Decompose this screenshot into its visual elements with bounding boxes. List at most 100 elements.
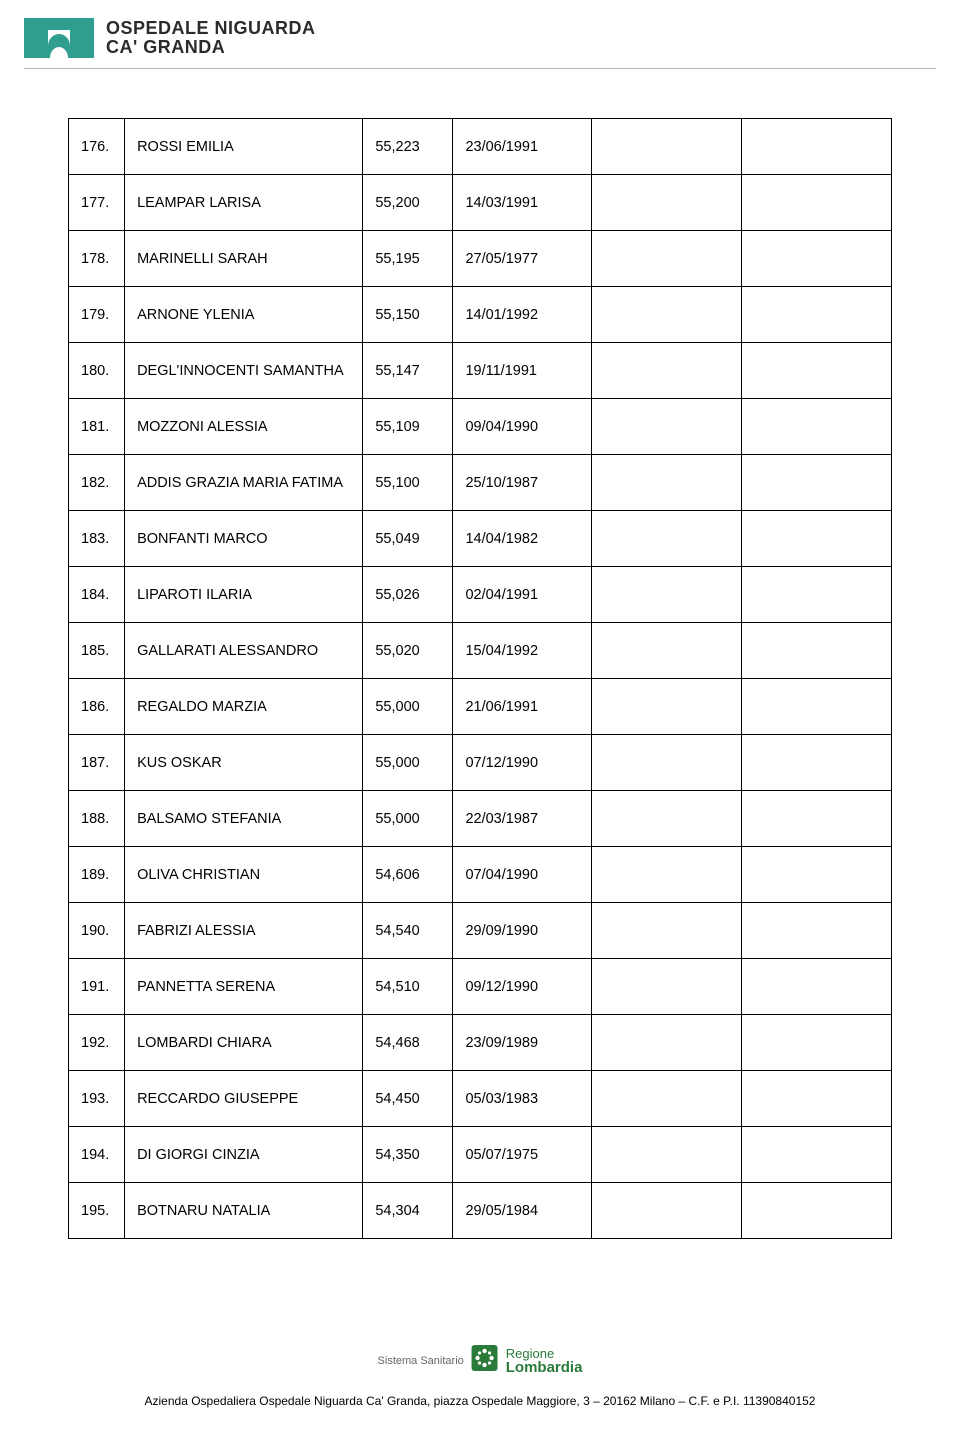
footer-region-block: Regione Lombardia xyxy=(506,1347,583,1375)
row-name: REGALDO MARZIA xyxy=(125,679,363,735)
row-score: 55,100 xyxy=(363,455,453,511)
table-row: 187.KUS OSKAR55,00007/12/1990 xyxy=(69,735,892,791)
row-index: 191. xyxy=(69,959,125,1015)
row-name: KUS OSKAR xyxy=(125,735,363,791)
row-empty xyxy=(591,679,741,735)
row-empty xyxy=(741,959,891,1015)
row-score: 54,450 xyxy=(363,1071,453,1127)
row-index: 184. xyxy=(69,567,125,623)
row-empty xyxy=(741,119,891,175)
row-empty xyxy=(741,343,891,399)
row-index: 194. xyxy=(69,1127,125,1183)
row-score: 55,200 xyxy=(363,175,453,231)
row-empty xyxy=(741,399,891,455)
row-index: 181. xyxy=(69,399,125,455)
row-index: 186. xyxy=(69,679,125,735)
row-index: 178. xyxy=(69,231,125,287)
row-empty xyxy=(591,455,741,511)
table-row: 177.LEAMPAR LARISA55,20014/03/1991 xyxy=(69,175,892,231)
row-empty xyxy=(591,791,741,847)
row-index: 192. xyxy=(69,1015,125,1071)
row-index: 176. xyxy=(69,119,125,175)
row-score: 54,606 xyxy=(363,847,453,903)
row-empty xyxy=(591,623,741,679)
table-row: 180.DEGL'INNOCENTI SAMANTHA55,14719/11/1… xyxy=(69,343,892,399)
row-name: BALSAMO STEFANIA xyxy=(125,791,363,847)
row-empty xyxy=(741,511,891,567)
logo-line-1: OSPEDALE NIGUARDA xyxy=(106,19,316,38)
row-empty xyxy=(591,119,741,175)
row-empty xyxy=(741,175,891,231)
row-date: 14/03/1991 xyxy=(453,175,591,231)
row-empty xyxy=(741,847,891,903)
lombardia-rose-icon xyxy=(472,1345,498,1376)
row-empty xyxy=(741,791,891,847)
table-row: 189.OLIVA CHRISTIAN54,60607/04/1990 xyxy=(69,847,892,903)
row-index: 177. xyxy=(69,175,125,231)
row-empty xyxy=(741,735,891,791)
table-row: 184.LIPAROTI ILARIA55,02602/04/1991 xyxy=(69,567,892,623)
row-score: 54,304 xyxy=(363,1183,453,1239)
row-name: LIPAROTI ILARIA xyxy=(125,567,363,623)
row-date: 15/04/1992 xyxy=(453,623,591,679)
row-date: 09/04/1990 xyxy=(453,399,591,455)
table-row: 190.FABRIZI ALESSIA54,54029/09/1990 xyxy=(69,903,892,959)
row-name: ROSSI EMILIA xyxy=(125,119,363,175)
row-empty xyxy=(591,343,741,399)
row-score: 55,049 xyxy=(363,511,453,567)
row-empty xyxy=(741,231,891,287)
row-score: 55,000 xyxy=(363,679,453,735)
row-empty xyxy=(741,287,891,343)
row-score: 54,540 xyxy=(363,903,453,959)
row-empty xyxy=(591,1183,741,1239)
row-score: 55,020 xyxy=(363,623,453,679)
row-date: 14/04/1982 xyxy=(453,511,591,567)
row-score: 54,510 xyxy=(363,959,453,1015)
row-name: ADDIS GRAZIA MARIA FATIMA xyxy=(125,455,363,511)
row-score: 55,195 xyxy=(363,231,453,287)
table-row: 195.BOTNARU NATALIA54,30429/05/1984 xyxy=(69,1183,892,1239)
row-empty xyxy=(591,399,741,455)
header-divider xyxy=(24,68,936,69)
row-empty xyxy=(741,1071,891,1127)
row-date: 25/10/1987 xyxy=(453,455,591,511)
row-date: 29/09/1990 xyxy=(453,903,591,959)
row-name: DI GIORGI CINZIA xyxy=(125,1127,363,1183)
row-name: MARINELLI SARAH xyxy=(125,231,363,287)
row-date: 22/03/1987 xyxy=(453,791,591,847)
row-empty xyxy=(741,679,891,735)
row-name: BOTNARU NATALIA xyxy=(125,1183,363,1239)
row-name: FABRIZI ALESSIA xyxy=(125,903,363,959)
row-empty xyxy=(591,959,741,1015)
row-date: 02/04/1991 xyxy=(453,567,591,623)
table-row: 188.BALSAMO STEFANIA55,00022/03/1987 xyxy=(69,791,892,847)
row-name: BONFANTI MARCO xyxy=(125,511,363,567)
row-score: 54,468 xyxy=(363,1015,453,1071)
row-empty xyxy=(741,623,891,679)
row-score: 54,350 xyxy=(363,1127,453,1183)
hospital-logo-text: OSPEDALE NIGUARDA CA' GRANDA xyxy=(106,19,316,57)
row-empty xyxy=(741,1127,891,1183)
table-row: 183.BONFANTI MARCO55,04914/04/1982 xyxy=(69,511,892,567)
row-index: 183. xyxy=(69,511,125,567)
row-name: PANNETTA SERENA xyxy=(125,959,363,1015)
footer-regione-label: Regione xyxy=(506,1347,583,1360)
row-date: 23/06/1991 xyxy=(453,119,591,175)
table-row: 192.LOMBARDI CHIARA54,46823/09/1989 xyxy=(69,1015,892,1071)
row-empty xyxy=(591,903,741,959)
row-date: 29/05/1984 xyxy=(453,1183,591,1239)
row-empty xyxy=(591,511,741,567)
footer-address: Azienda Ospedaliera Ospedale Niguarda Ca… xyxy=(0,1394,960,1408)
row-score: 55,000 xyxy=(363,791,453,847)
row-name: ARNONE YLENIA xyxy=(125,287,363,343)
row-name: RECCARDO GIUSEPPE xyxy=(125,1071,363,1127)
logo-line-2: CA' GRANDA xyxy=(106,38,316,57)
table-row: 181.MOZZONI ALESSIA55,10909/04/1990 xyxy=(69,399,892,455)
hospital-logo-icon xyxy=(24,18,94,58)
row-date: 07/12/1990 xyxy=(453,735,591,791)
row-date: 21/06/1991 xyxy=(453,679,591,735)
row-empty xyxy=(591,287,741,343)
ranking-table: 176.ROSSI EMILIA55,22323/06/1991177.LEAM… xyxy=(68,118,892,1239)
row-score: 55,150 xyxy=(363,287,453,343)
row-empty xyxy=(591,1127,741,1183)
